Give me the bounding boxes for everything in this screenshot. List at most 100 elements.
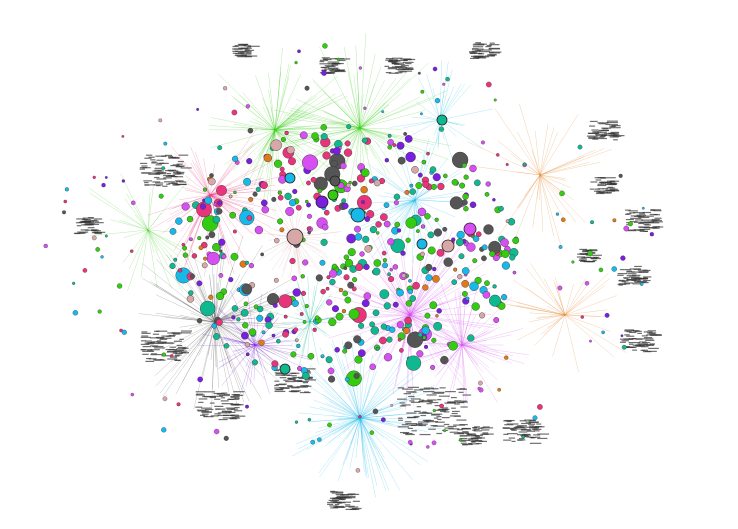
node-label	[589, 120, 598, 123]
graph-node	[306, 226, 311, 231]
node-label	[400, 65, 409, 67]
graph-node	[82, 268, 88, 273]
node-label	[480, 427, 485, 429]
node-label	[581, 253, 590, 255]
graph-node	[271, 360, 279, 368]
graph-node	[321, 70, 327, 76]
node-label	[418, 401, 430, 403]
graph-node	[202, 187, 208, 192]
edge	[214, 321, 219, 388]
node-label	[76, 225, 82, 227]
edge	[359, 417, 378, 436]
graph-node	[292, 288, 301, 297]
graph-node	[373, 259, 382, 267]
node-label	[221, 410, 232, 412]
edge	[359, 127, 449, 160]
node-label	[423, 420, 429, 422]
node-label	[436, 416, 442, 418]
node-label	[645, 344, 654, 346]
node-label	[621, 281, 627, 283]
node-label	[503, 427, 514, 429]
node-label	[403, 59, 408, 62]
node-label	[579, 248, 588, 251]
edge	[564, 314, 611, 332]
edge	[380, 234, 411, 316]
graph-node	[559, 190, 565, 197]
graph-node	[380, 417, 386, 423]
node-label	[335, 505, 345, 508]
graph-node	[389, 326, 396, 333]
node-label	[405, 423, 417, 425]
node-label	[140, 343, 150, 345]
node-label	[533, 428, 538, 430]
edge	[437, 344, 463, 375]
edge	[359, 54, 376, 129]
node-label	[511, 429, 517, 431]
edge	[126, 193, 149, 231]
graph-node	[427, 231, 435, 239]
graph-node	[131, 200, 136, 206]
node-label	[453, 424, 465, 426]
edge	[409, 272, 430, 316]
node-label	[174, 354, 182, 356]
node-label	[637, 345, 642, 347]
node-label	[169, 346, 176, 348]
node-label	[149, 337, 159, 339]
node-label	[327, 67, 339, 69]
graph-node	[394, 221, 401, 228]
node-label	[329, 491, 338, 493]
edge	[313, 399, 361, 419]
edge	[459, 290, 463, 346]
graph-node	[484, 192, 490, 197]
edge	[564, 314, 579, 373]
node-label	[522, 433, 531, 436]
graph-node	[342, 290, 349, 297]
node-label	[150, 353, 158, 355]
node-label	[328, 72, 336, 74]
graph-node	[346, 124, 352, 130]
graph-node	[561, 217, 566, 223]
graph-node	[255, 186, 261, 192]
graph-node	[558, 245, 563, 249]
edge	[214, 321, 266, 380]
edge	[342, 417, 361, 465]
graph-node	[327, 422, 332, 428]
node-label	[418, 401, 424, 403]
graph-node	[260, 199, 268, 207]
graph-node	[329, 278, 336, 286]
graph-node	[351, 286, 357, 292]
node-label	[619, 269, 632, 271]
node-label	[401, 424, 409, 426]
edge	[209, 143, 255, 196]
edge	[234, 344, 256, 352]
graph-node	[415, 182, 423, 189]
node-label	[214, 408, 221, 410]
edge	[409, 277, 429, 316]
hub-node	[463, 222, 477, 236]
graph-node	[422, 180, 430, 188]
node-label	[94, 231, 106, 233]
edge	[268, 72, 276, 131]
graph-node	[571, 260, 575, 264]
graph-node	[500, 294, 508, 301]
graph-node	[430, 183, 437, 190]
node-label	[632, 330, 638, 332]
node-label	[411, 430, 417, 432]
edge	[515, 174, 541, 238]
edge	[409, 248, 430, 316]
node-label	[595, 179, 602, 181]
node-label	[628, 210, 638, 212]
node-label	[148, 173, 161, 175]
edge	[292, 376, 361, 419]
graph-node	[352, 277, 358, 283]
node-label	[606, 187, 616, 189]
graph-node	[343, 266, 348, 271]
graph-node	[449, 196, 463, 210]
edge	[461, 344, 495, 363]
node-label	[303, 385, 312, 387]
edge	[319, 406, 361, 419]
node-label	[79, 221, 92, 223]
node-label	[631, 271, 643, 273]
edge	[439, 119, 453, 159]
